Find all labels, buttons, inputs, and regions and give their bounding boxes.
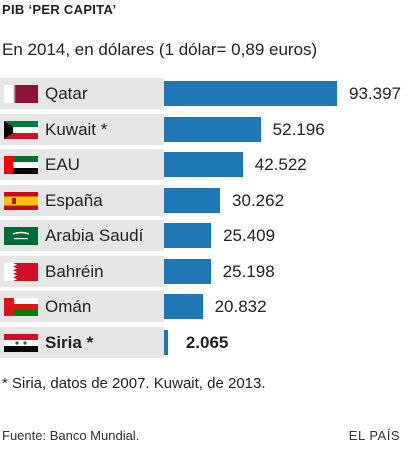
bar-row-kuwait: Kuwait * 52.196 <box>0 113 414 145</box>
value-label: 30.262 <box>232 190 285 210</box>
bar-row-eau: EAU 42.522 <box>0 149 414 180</box>
bar-row-siria: Siria * 2.065 <box>0 326 414 358</box>
value-label: 2.065 <box>185 332 229 352</box>
kuwait-flag-icon <box>4 120 38 139</box>
oman-flag-icon <box>4 298 38 316</box>
bar-row-qatar: Qatar 93.397 <box>0 78 414 109</box>
category-label: España <box>45 190 103 210</box>
category-label: EAU <box>45 155 80 174</box>
bar <box>164 258 211 284</box>
value-label: 42.522 <box>254 155 307 174</box>
value-label: 93.397 <box>349 84 401 103</box>
bahrain-flag-icon <box>4 262 38 281</box>
value-label: 25.198 <box>222 261 275 281</box>
chart-subtitle: En 2014, en dólares (1 dólar= 0,89 euros… <box>2 40 318 59</box>
category-label: Qatar <box>45 84 88 103</box>
bar-chart: Qatar 93.397 Kuwait * 52.196 EAU 42.522 España… <box>0 78 414 368</box>
bar <box>164 116 261 142</box>
bar-row-arabia-saudi: Arabia Saudí 25.409 <box>0 220 414 251</box>
category-label: Siria * <box>45 332 94 352</box>
value-label: 25.409 <box>223 226 276 245</box>
bar <box>164 81 337 106</box>
category-label: Bahréin <box>45 261 104 281</box>
category-label: Arabia Saudí <box>45 226 144 245</box>
source-credit: Fuente: Banco Mundial. <box>2 428 140 443</box>
saudi-arabia-flag-icon <box>4 227 38 245</box>
syria-flag-icon <box>4 333 38 352</box>
footnote: * Siria, datos de 2007. Kuwait, de 2013. <box>2 375 266 392</box>
bar <box>164 187 221 213</box>
bar-row-bahrein: Bahréin 25.198 <box>0 255 414 287</box>
chart-title: PIB ‘PER CAPITA’ <box>2 2 117 17</box>
bar <box>164 329 168 355</box>
bar <box>164 223 212 248</box>
value-label: 52.196 <box>272 119 325 139</box>
spain-flag-icon <box>4 191 38 210</box>
uae-flag-icon <box>4 156 38 174</box>
bar-row-oman: Omán 20.832 <box>0 291 414 322</box>
value-label: 20.832 <box>214 297 267 316</box>
category-label: Kuwait * <box>45 119 108 139</box>
publisher-brand: EL PAÍS <box>348 428 400 443</box>
bar <box>164 294 203 319</box>
category-label: Omán <box>45 297 92 316</box>
bar <box>164 152 243 177</box>
qatar-flag-icon <box>4 85 38 103</box>
bar-row-espana: España 30.262 <box>0 184 414 216</box>
